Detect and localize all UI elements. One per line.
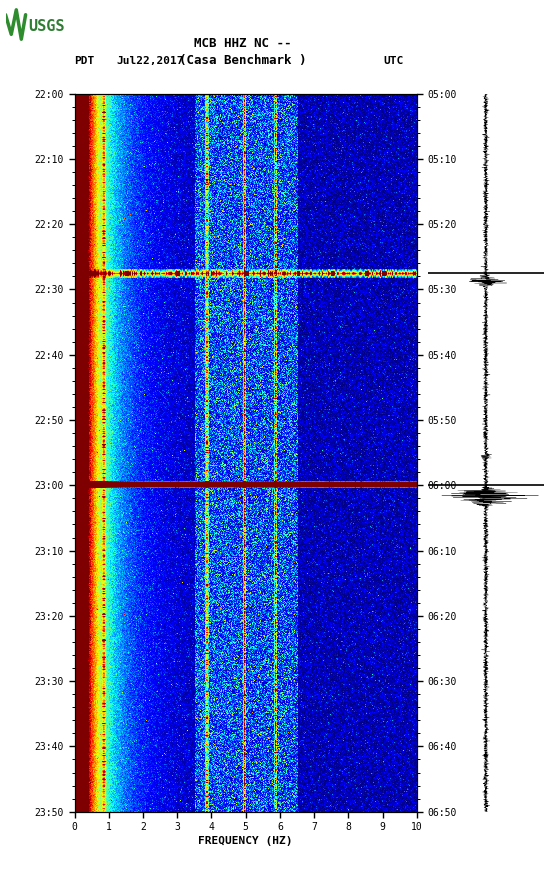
Text: MCB HHZ NC --: MCB HHZ NC --	[194, 37, 291, 50]
X-axis label: FREQUENCY (HZ): FREQUENCY (HZ)	[198, 837, 293, 847]
Text: (Casa Benchmark ): (Casa Benchmark )	[179, 54, 306, 67]
Text: UTC: UTC	[384, 55, 404, 66]
Text: Jul22,2017: Jul22,2017	[116, 55, 183, 66]
Text: PDT: PDT	[75, 55, 95, 66]
Text: USGS: USGS	[29, 20, 65, 35]
